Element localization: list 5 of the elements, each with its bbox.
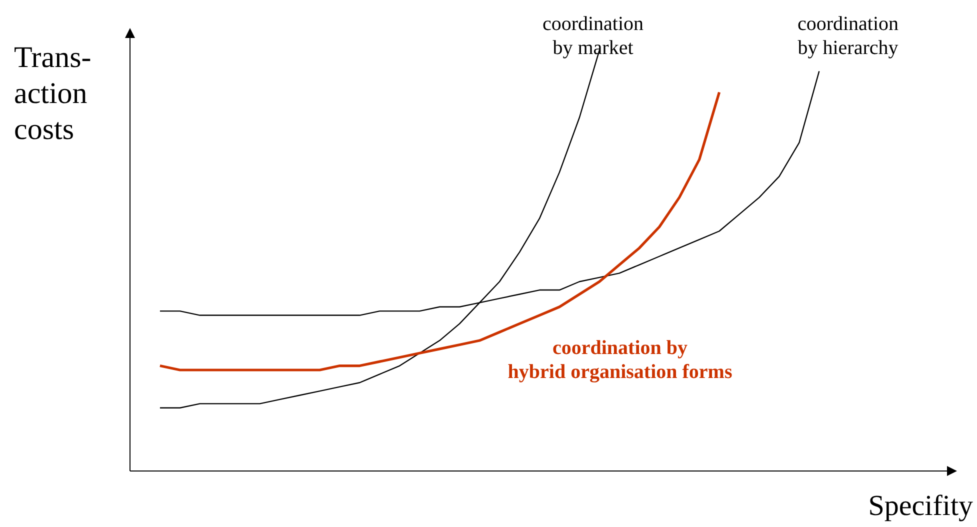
series-label: coordination by hybrid organisation forms: [506, 336, 734, 384]
series-label: coordination by market: [541, 12, 645, 60]
series-label: coordination by hierarchy: [796, 12, 900, 60]
y-axis-title: Trans- action costs: [14, 40, 92, 148]
x-axis-title: Specifity: [868, 490, 973, 523]
